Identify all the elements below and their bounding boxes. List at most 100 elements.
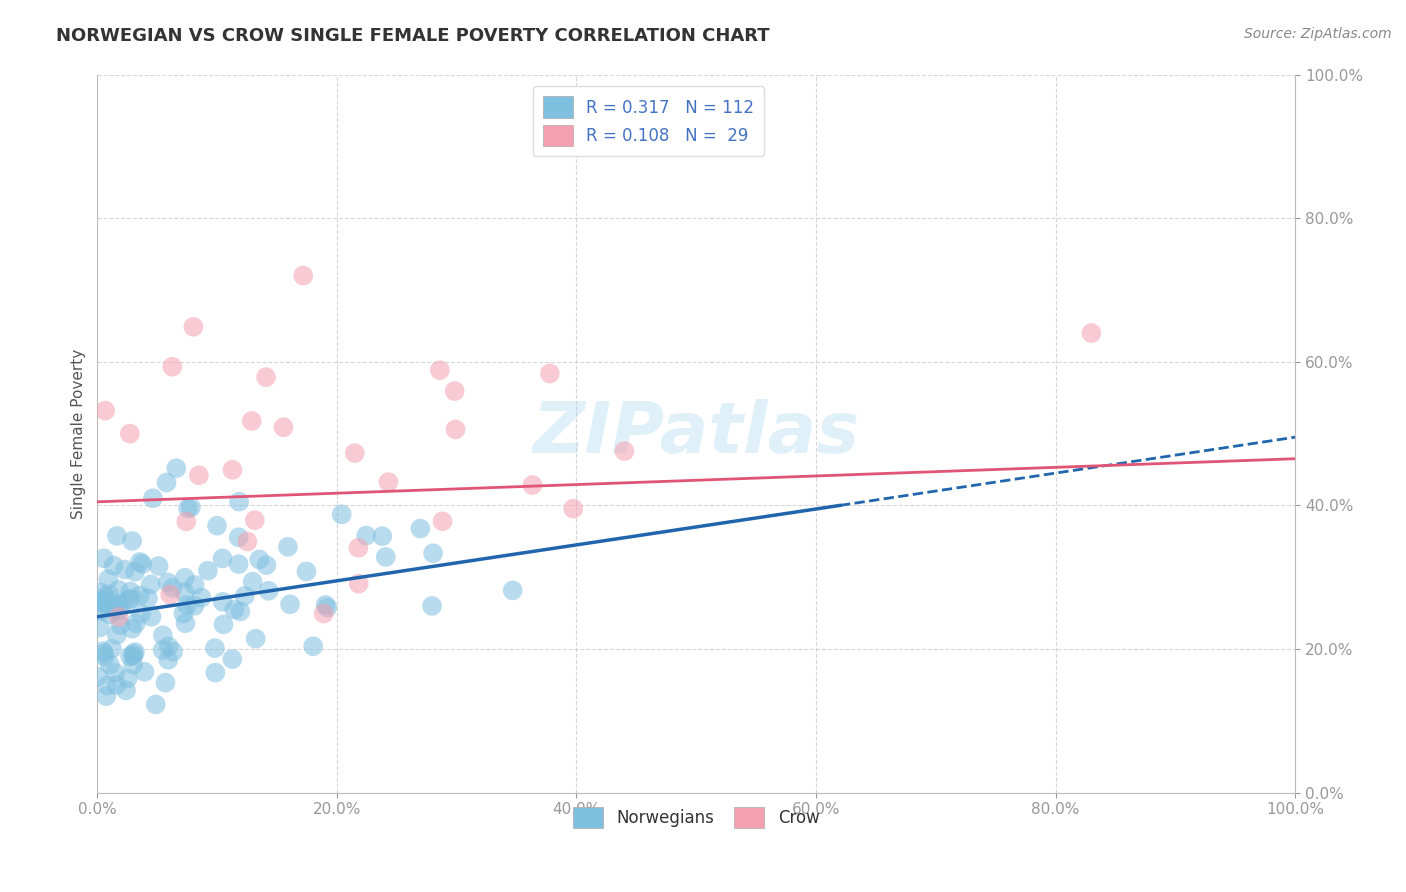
Point — [159, 587, 181, 601]
Point — [129, 607, 152, 621]
Point — [110, 618, 132, 632]
Point — [104, 665, 127, 680]
Text: ZIPatlas: ZIPatlas — [533, 399, 860, 468]
Point — [197, 564, 219, 578]
Point — [242, 574, 264, 589]
Point — [118, 426, 141, 441]
Point — [183, 578, 205, 592]
Point — [343, 446, 366, 460]
Point — [89, 621, 111, 635]
Point — [330, 508, 353, 522]
Point — [103, 602, 125, 616]
Point — [114, 563, 136, 577]
Point — [156, 575, 179, 590]
Point — [315, 598, 337, 612]
Point — [124, 565, 146, 579]
Point — [157, 640, 180, 654]
Point — [347, 576, 370, 591]
Point — [613, 444, 636, 458]
Point — [302, 639, 325, 653]
Point — [245, 632, 267, 646]
Point — [136, 591, 159, 606]
Point — [98, 607, 121, 622]
Point — [278, 597, 301, 611]
Point — [118, 592, 141, 607]
Point — [103, 599, 125, 614]
Point — [562, 501, 585, 516]
Point — [94, 589, 117, 603]
Point — [134, 665, 156, 679]
Point — [162, 359, 184, 374]
Point — [107, 582, 129, 597]
Point — [538, 367, 561, 381]
Point — [165, 461, 187, 475]
Point — [236, 534, 259, 549]
Point — [173, 571, 195, 585]
Point — [148, 558, 170, 573]
Point — [247, 552, 270, 566]
Point — [240, 414, 263, 428]
Point — [142, 491, 165, 506]
Point — [174, 616, 197, 631]
Point — [128, 589, 150, 603]
Point — [204, 665, 226, 680]
Point — [183, 319, 205, 334]
Point — [347, 541, 370, 555]
Point — [174, 515, 197, 529]
Point — [204, 641, 226, 656]
Point — [124, 645, 146, 659]
Point — [90, 604, 112, 618]
Point — [316, 600, 339, 615]
Point — [176, 598, 198, 612]
Point — [90, 596, 112, 610]
Point — [93, 551, 115, 566]
Point — [257, 583, 280, 598]
Point — [122, 647, 145, 661]
Point — [131, 557, 153, 571]
Point — [155, 675, 177, 690]
Point — [98, 587, 121, 601]
Point — [254, 370, 277, 384]
Point — [105, 628, 128, 642]
Point — [233, 589, 256, 603]
Legend: Norwegians, Crow: Norwegians, Crow — [567, 800, 827, 835]
Point — [120, 584, 142, 599]
Point — [120, 591, 142, 606]
Point — [409, 522, 432, 536]
Point — [228, 557, 250, 571]
Point — [162, 581, 184, 595]
Point — [292, 268, 315, 283]
Point — [277, 540, 299, 554]
Text: NORWEGIAN VS CROW SINGLE FEMALE POVERTY CORRELATION CHART: NORWEGIAN VS CROW SINGLE FEMALE POVERTY … — [56, 27, 770, 45]
Point — [229, 605, 252, 619]
Point — [228, 530, 250, 544]
Point — [429, 363, 451, 377]
Point — [107, 610, 129, 624]
Point — [211, 595, 233, 609]
Point — [312, 607, 335, 621]
Y-axis label: Single Female Poverty: Single Female Poverty — [72, 349, 86, 519]
Point — [94, 403, 117, 417]
Point — [93, 647, 115, 661]
Point — [422, 546, 444, 560]
Point — [295, 565, 318, 579]
Point — [89, 594, 111, 608]
Point — [162, 644, 184, 658]
Point — [157, 653, 180, 667]
Point — [117, 672, 139, 686]
Point — [432, 514, 454, 528]
Point — [107, 603, 129, 617]
Point — [502, 583, 524, 598]
Point — [105, 678, 128, 692]
Point — [141, 609, 163, 624]
Point — [122, 657, 145, 672]
Point — [212, 617, 235, 632]
Point — [125, 616, 148, 631]
Point — [443, 384, 465, 398]
Point — [224, 602, 246, 616]
Point — [377, 475, 399, 489]
Point — [228, 494, 250, 508]
Point — [1080, 326, 1102, 340]
Point — [128, 555, 150, 569]
Point — [101, 641, 124, 656]
